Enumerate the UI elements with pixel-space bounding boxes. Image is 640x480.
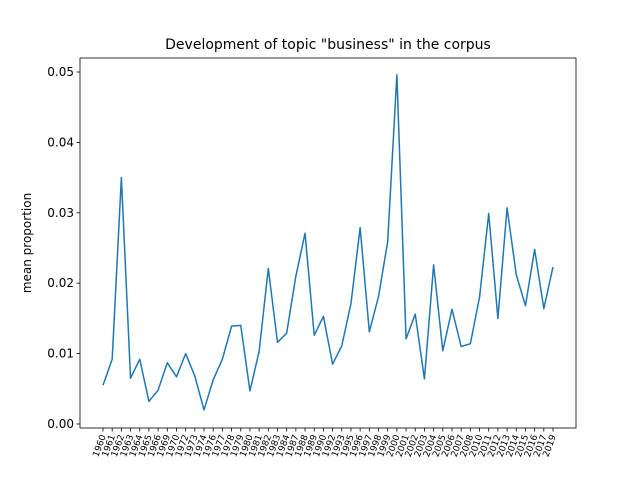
y-tick-label: 0.05 [47,65,74,79]
y-tick-label: 0.04 [47,135,74,149]
y-tick-label: 0.03 [47,206,74,220]
chart-title: Development of topic "business" in the c… [165,37,491,53]
data-line [102,74,554,411]
y-tick-label: 0.00 [47,417,74,431]
y-tick-label: 0.01 [47,347,74,361]
plot-frame [79,57,577,429]
y-axis-label: mean proportion [20,193,34,293]
y-tick-label: 0.02 [47,276,74,290]
